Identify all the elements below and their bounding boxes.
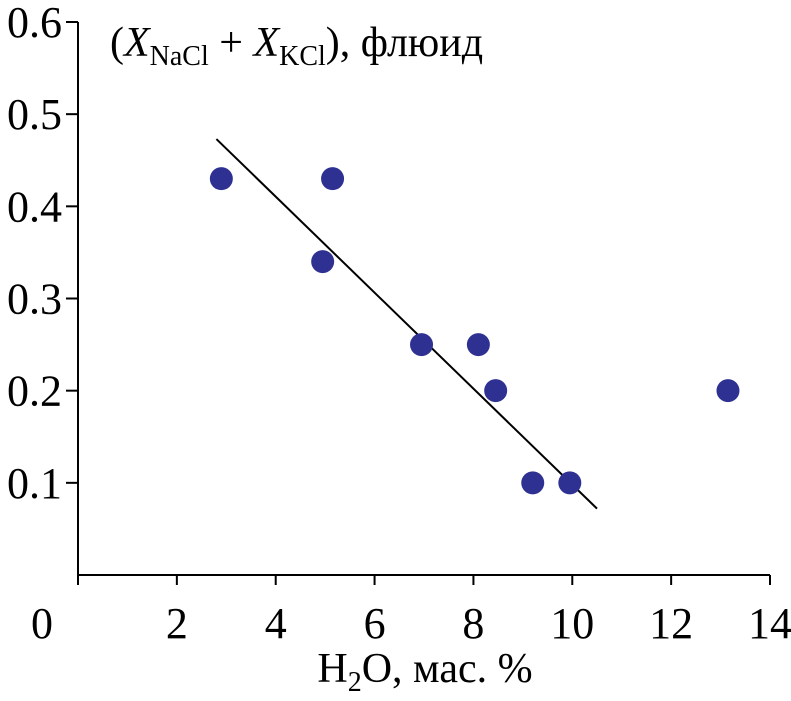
x-tick-label: 12 [649, 599, 693, 648]
y-tick-label: 0.2 [7, 367, 62, 416]
y-tick-label: 0.1 [7, 459, 62, 508]
data-point [209, 167, 233, 191]
data-point [716, 379, 740, 403]
x-tick-label: 14 [748, 599, 791, 648]
data-point [321, 167, 345, 191]
x-axis-label: H2O, мас. % [317, 646, 532, 698]
data-points [209, 167, 740, 495]
y-tick-label: 0.5 [7, 90, 62, 139]
x-tick-label: 6 [364, 599, 386, 648]
x-axis-ticks: 0 2 4 6 8 10 12 14 [31, 575, 791, 648]
x-tick-label: 2 [166, 599, 188, 648]
axes [77, 22, 770, 576]
data-point [311, 250, 335, 274]
data-point [410, 333, 434, 357]
y-tick-label: 0.6 [7, 0, 62, 47]
y-axis-ticks: 0.1 0.2 0.3 0.4 0.5 0.6 [7, 0, 78, 508]
y-tick-label: 0.4 [7, 182, 62, 231]
x-tick-label: 4 [265, 599, 287, 648]
data-point [466, 333, 490, 357]
y-tick-label: 0.3 [7, 275, 62, 324]
x-tick-label: 10 [550, 599, 594, 648]
x-tick-label: 8 [462, 599, 484, 648]
data-point [521, 471, 545, 495]
trendline-group [215, 138, 598, 510]
data-point [484, 379, 508, 403]
trend-line [215, 138, 598, 510]
x-tick-label: 0 [31, 599, 53, 648]
data-point [558, 471, 582, 495]
chart-title: (XNaCl + XKCl), флюид [110, 20, 483, 72]
